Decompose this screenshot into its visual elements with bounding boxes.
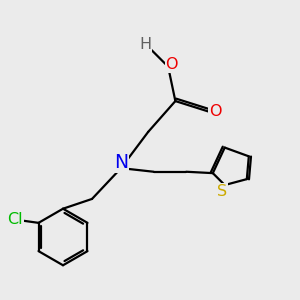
Text: S: S bbox=[217, 184, 227, 199]
Text: N: N bbox=[114, 153, 128, 172]
Text: H: H bbox=[139, 38, 152, 52]
Text: O: O bbox=[209, 104, 221, 119]
Text: O: O bbox=[166, 57, 178, 72]
Text: Cl: Cl bbox=[7, 212, 23, 227]
